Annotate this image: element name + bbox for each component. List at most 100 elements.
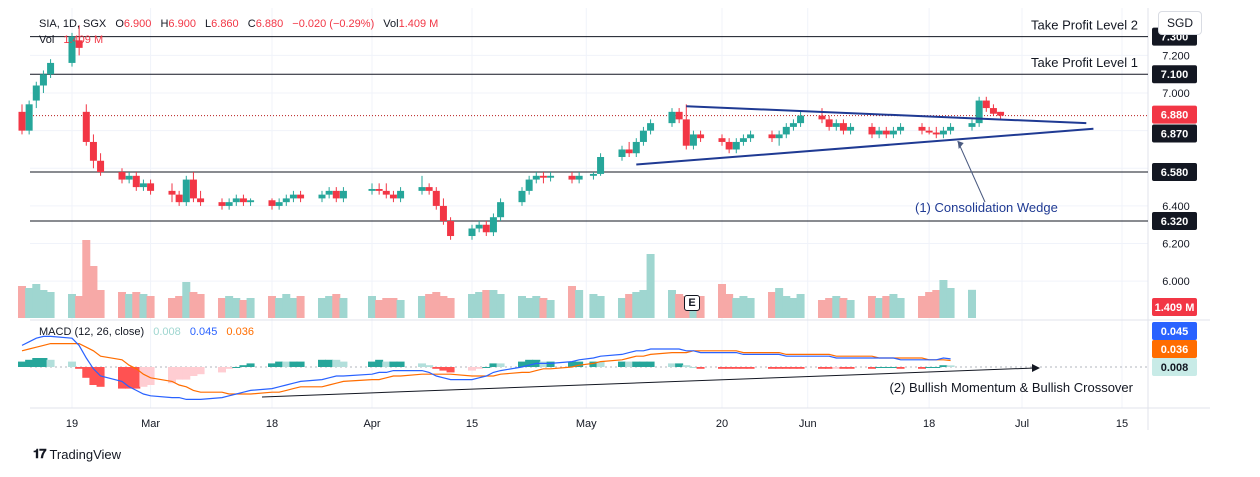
candle-body [439,205,447,221]
volume-bar [546,300,555,318]
candle-body [325,190,333,195]
candle-body [468,228,476,237]
macd-hist-bar [939,365,948,367]
volume-bar [718,284,726,318]
macd-hist-bar [768,367,776,369]
candle-body [997,111,1005,116]
high-label: H [160,18,168,30]
macd-line-value: 0.045 [190,326,218,338]
volume-bar [839,298,848,318]
signal-tag-bg [1152,340,1197,358]
level-annotation: Take Profit Level 1 [1031,55,1138,70]
macd-hist-bar [146,367,155,385]
volume-bar [189,292,198,318]
low-label: L [205,18,211,30]
candle-body [32,85,40,101]
volume-bar [246,298,255,318]
volume-label: Vol [383,18,398,30]
earnings-marker[interactable]: E [684,295,700,311]
macd-hist-bar [339,361,348,367]
volume-bar [696,296,705,318]
watermark-text: TradingView [49,446,122,462]
volume-bar [868,296,876,318]
candle-body [89,141,97,161]
macd-hist-bar [775,367,784,369]
volume-bar [39,290,48,318]
macd-label: MACD (12, 26, close) [39,326,144,338]
candle-body [639,130,647,142]
price-tick: 6.400 [1162,201,1190,213]
macd-hist-bar [918,367,926,369]
candle-body [525,179,533,191]
candle-body [382,190,390,195]
macd-hist-bar [846,367,855,369]
candle-body [968,123,976,127]
candle-body [339,190,347,199]
volume-bar [389,298,398,318]
currency-button[interactable]: SGD [1158,11,1202,35]
candle-body [132,175,140,188]
volume-bar [146,296,155,318]
candle-body [732,141,740,150]
candle-body [497,202,505,218]
volume-bar [746,298,755,318]
candle-body [539,175,547,178]
change-value: −0.020 (−0.29%) [292,18,374,30]
tradingview-logo[interactable]: 𝟏𝟕 TradingView [33,446,121,462]
wedge-tag: 6.870 [1161,128,1189,140]
volume-bar [239,300,248,318]
macd-hist-bar [432,367,441,369]
volume-bar [182,282,191,318]
candle-body [425,187,433,191]
time-tick: 18 [266,418,278,430]
candle-body [239,198,247,203]
volume-bar [639,290,648,318]
candle-body [232,198,240,203]
candle-body [897,126,905,131]
volume-bar [125,294,134,318]
candle-body [882,130,890,135]
tradingview-icon: 𝟏𝟕 [33,446,47,461]
candle-body [368,188,376,191]
wedge-arrow-head [957,141,964,150]
macd-hist-bar [925,367,934,368]
candle-body [39,74,47,86]
volume-bar [175,296,184,318]
price-tick: 6.200 [1162,239,1190,251]
volume-bar [675,294,684,318]
macd-hist-bar [932,367,941,368]
volume-bar [225,296,234,318]
macd-hist-bar [218,367,226,373]
macd-hist-bar [718,367,726,369]
macd-hist-bar [68,361,76,367]
volume-bar [446,298,455,318]
macd-hist-bar [746,367,755,369]
candle-body [768,134,776,139]
macd-hist-bar [625,361,634,367]
volume-bar [468,294,476,318]
macd-hist-bar [139,367,148,387]
time-tick: Jul [1015,418,1029,430]
macd-hist-bar [132,367,141,389]
time-axis[interactable]: 19 Mar 18 Apr 15 May 20 Jun 18 Jul 15 [66,418,1128,430]
level-tag-bg [1152,163,1197,182]
macd-hist-bar [682,365,691,367]
time-tick: Apr [363,418,380,430]
candle-body [68,36,76,63]
volume-bar [275,298,284,318]
price-tick: 7.200 [1162,50,1190,62]
price-axis[interactable]: 6.0006.2006.4006.6006.8007.0007.2007.300… [1152,27,1197,376]
candlesticks [18,25,1005,240]
volume-bar [932,290,941,318]
volume-bar [825,298,834,318]
macd-hist-bar [418,363,426,367]
candle-body [47,62,55,75]
volume-bar [289,298,298,318]
candle-body [297,194,305,199]
macd-hist-bar [539,361,548,367]
volume-bar [368,296,376,318]
volume-bar [46,292,55,318]
candle-body [175,194,183,203]
volume-bar [596,296,605,318]
